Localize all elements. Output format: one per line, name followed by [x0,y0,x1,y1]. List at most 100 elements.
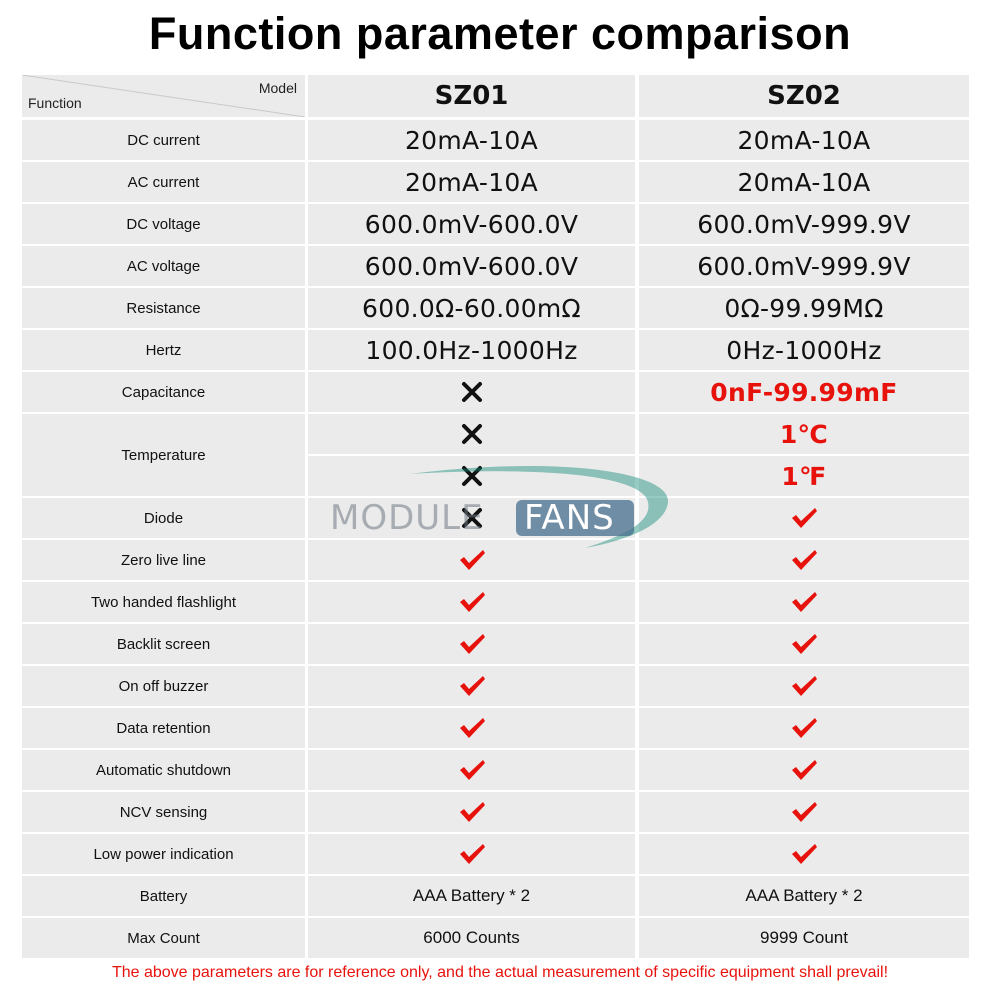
row-label: NCV sensing [22,792,305,832]
row-label: Battery [22,876,305,916]
sz01-value [308,372,635,412]
row-label: Zero live line [22,540,305,580]
check-icon [790,800,818,824]
comparison-table: Model Function SZ01 SZ02 DC current 20mA-… [22,75,969,958]
check-icon [790,590,818,614]
check-icon [458,716,486,740]
sz02-value [639,834,969,874]
row-label: DC current [22,120,305,160]
check-icon [458,674,486,698]
sz01-value [308,414,635,454]
check-icon [458,800,486,824]
model-label: Model [258,80,297,96]
sz02-value: 0nF-99.99mF [639,372,969,412]
check-icon [790,506,818,530]
row-label: Resistance [22,288,305,328]
table-row: Two handed flashlight [22,582,969,624]
sz01-value [308,498,635,538]
table-row: Low power indication [22,834,969,876]
function-label: Function [28,95,82,111]
row-label: Hertz [22,330,305,370]
row-label: AC current [22,162,305,202]
table-row: Backlit screen [22,624,969,666]
sz02-value: 20mA-10A [639,162,969,202]
check-icon [458,590,486,614]
table-row: DC voltage 600.0mV-600.0V 600.0mV-999.9V [22,204,969,246]
sz01-value: AAA Battery * 2 [308,876,635,916]
disclaimer-note: The above parameters are for reference o… [111,964,889,981]
sz01-value: 6000 Counts [308,918,635,958]
table-row: AC current 20mA-10A 20mA-10A [22,162,969,204]
sz01-value [308,666,635,706]
row-label: Diode [22,498,305,538]
sz01-value [308,792,635,832]
cross-icon [461,381,483,403]
table-row: Capacitance 0nF-99.99mF [22,372,969,414]
table-row: Max Count 6000 Counts 9999 Count [22,918,969,960]
page-title: Function parameter comparison [148,8,852,59]
sz02-value: 1℉ [639,456,969,496]
row-label: Low power indication [22,834,305,874]
sz01-value: 20mA-10A [308,120,635,160]
table-row: DC current 20mA-10A 20mA-10A [22,120,969,162]
sz01-value [308,456,635,496]
row-label: Automatic shutdown [22,750,305,790]
sz01-value: 600.0Ω-60.00mΩ [308,288,635,328]
sz01-value [308,708,635,748]
sz01-value: 100.0Hz-1000Hz [308,330,635,370]
sz02-value: 9999 Count [639,918,969,958]
sz01-value [308,582,635,622]
table-row: Automatic shutdown [22,750,969,792]
sz02-value: 1℃ [639,414,969,454]
row-label: Two handed flashlight [22,582,305,622]
sz01-value [308,540,635,580]
table-row: AC voltage 600.0mV-600.0V 600.0mV-999.9V [22,246,969,288]
row-label: Max Count [22,918,305,958]
row-label: Data retention [22,708,305,748]
sz02-value [639,792,969,832]
sz01-value: 600.0mV-600.0V [308,246,635,286]
check-icon [458,632,486,656]
sz02-value: 600.0mV-999.9V [639,204,969,244]
check-icon [790,632,818,656]
diagonal-divider [22,75,305,117]
table-row: Zero live line [22,540,969,582]
cross-icon [461,465,483,487]
row-label: Temperature [22,414,305,496]
header-corner-cell: Model Function [22,75,305,117]
sz02-value: 600.0mV-999.9V [639,246,969,286]
sz02-value [639,582,969,622]
row-label: AC voltage [22,246,305,286]
table-row: NCV sensing [22,792,969,834]
check-icon [790,842,818,866]
check-icon [458,548,486,572]
sz02-value [639,750,969,790]
header-sz02: SZ02 [639,75,969,117]
check-icon [790,758,818,782]
sz02-value: 0Ω-99.99MΩ [639,288,969,328]
header-sz01: SZ01 [308,75,635,117]
check-icon [790,674,818,698]
sz02-value [639,666,969,706]
sz02-value: 0Hz-1000Hz [639,330,969,370]
sz01-value: 600.0mV-600.0V [308,204,635,244]
row-label: DC voltage [22,204,305,244]
table-row: Battery AAA Battery * 2 AAA Battery * 2 [22,876,969,918]
sz02-value [639,624,969,664]
table-row: Hertz 100.0Hz-1000Hz 0Hz-1000Hz [22,330,969,372]
check-icon [458,758,486,782]
sz02-value: AAA Battery * 2 [639,876,969,916]
sz02-value: 20mA-10A [639,120,969,160]
check-icon [790,548,818,572]
cross-icon [461,423,483,445]
table-header-row: Model Function SZ01 SZ02 [22,75,969,117]
sz01-value: 20mA-10A [308,162,635,202]
table-row: Diode [22,498,969,540]
table-row: Data retention [22,708,969,750]
row-label: Capacitance [22,372,305,412]
cross-icon [461,507,483,529]
table-row: Temperature 1℃ 1℉ [22,414,969,498]
row-label: On off buzzer [22,666,305,706]
table-row: On off buzzer [22,666,969,708]
sz01-value [308,624,635,664]
